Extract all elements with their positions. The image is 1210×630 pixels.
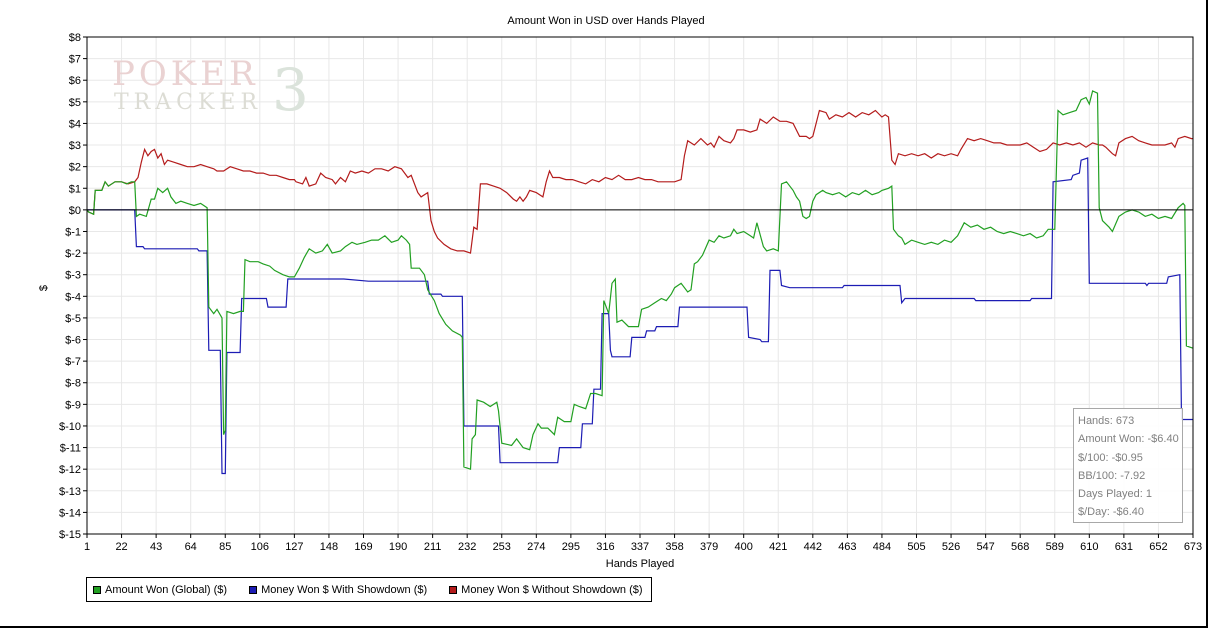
x-tick-label: 442 <box>804 541 822 553</box>
stat-bb-100: BB/100: -7.92 <box>1078 469 1146 482</box>
x-tick-label: 400 <box>735 541 753 553</box>
y-tick-label: $0 <box>69 205 81 217</box>
legend-swatch-green <box>93 585 101 594</box>
x-tick-label: 211 <box>424 541 442 553</box>
y-tick-label: $8 <box>69 32 81 44</box>
y-tick-label: $-8 <box>65 378 81 390</box>
legend-item-amount-won: Amount Won (Global) ($) <box>93 584 227 596</box>
stat-days-played: Days Played: 1 <box>1078 488 1152 501</box>
x-axis-ticks: 1 22 43 64 85 106 127 148 169 190 211 232 253 274 295 3… <box>84 534 1202 553</box>
x-tick-label: 64 <box>185 541 197 553</box>
y-tick-label: $7 <box>69 54 81 66</box>
x-tick-label: 421 <box>769 541 787 553</box>
x-tick-label: 358 <box>665 541 683 553</box>
series-line <box>86 90 1194 471</box>
x-tick-label: 610 <box>1080 541 1098 553</box>
y-tick-label: $-4 <box>65 291 81 303</box>
x-tick-label: 547 <box>976 541 994 553</box>
legend-label: Money Won $ With Showdown ($) <box>261 583 428 596</box>
chart-title: Amount Won in USD over Hands Played <box>507 15 704 27</box>
y-tick-label: $4 <box>69 118 81 130</box>
stat-per-day: $/Day: -$6.40 <box>1078 506 1145 519</box>
series-line <box>87 157 1193 475</box>
legend-item-with-showdown: Money Won $ With Showdown ($) <box>249 584 427 596</box>
x-tick-label: 589 <box>1046 541 1064 553</box>
y-axis-ticks: $8 $7 $6 $5 $4 $3 $2 $1 $0 $-1 $-2 $-3 $-4 $-5 $-6 $-7 $… <box>59 32 87 541</box>
y-tick-label: $-2 <box>65 248 81 260</box>
legend-swatch-blue <box>249 585 258 594</box>
y-tick-label: $3 <box>69 140 81 152</box>
x-tick-label: 379 <box>700 541 718 553</box>
y-tick-label: $5 <box>69 97 81 109</box>
x-tick-label: 337 <box>631 541 649 553</box>
y-tick-label: $-12 <box>59 464 81 476</box>
y-axis-title: $ <box>38 285 50 291</box>
stat-amount-won: Amount Won: -$6.40 <box>1078 433 1179 446</box>
y-tick-label: $-9 <box>65 399 81 411</box>
x-tick-label: 253 <box>493 541 511 553</box>
stat-per-100: $/100: -$0.95 <box>1078 451 1143 464</box>
x-tick-label: 85 <box>219 541 231 553</box>
x-tick-label: 1 <box>84 541 90 553</box>
x-tick-label: 169 <box>354 541 372 553</box>
x-tick-label: 127 <box>285 541 303 553</box>
x-tick-label: 526 <box>942 541 960 553</box>
legend-label: Money Won $ Without Showdown ($) <box>461 583 643 596</box>
y-tick-label: $-15 <box>59 529 81 541</box>
x-tick-label: 274 <box>527 541 545 553</box>
y-tick-label: $6 <box>69 75 81 87</box>
x-tick-label: 22 <box>115 541 127 553</box>
legend-label: Amount Won (Global) ($) <box>105 583 228 596</box>
y-tick-label: $-5 <box>65 313 81 325</box>
x-tick-label: 316 <box>596 541 614 553</box>
x-tick-label: 652 <box>1149 541 1167 553</box>
x-tick-label: 106 <box>251 541 269 553</box>
stat-hands: Hands: 673 <box>1078 415 1135 427</box>
legend-swatch-red <box>449 585 458 594</box>
y-tick-label: $-7 <box>65 356 81 368</box>
grid-lines <box>86 36 1194 535</box>
x-tick-label: 505 <box>907 541 925 553</box>
x-tick-label: 463 <box>838 541 856 553</box>
x-tick-label: 568 <box>1011 541 1029 553</box>
series-layer <box>86 90 1194 475</box>
stats-box: Hands: 673 Amount Won: -$6.40 $/100: -$0… <box>1073 408 1183 523</box>
y-tick-label: $-6 <box>65 335 81 347</box>
series-line <box>86 109 1193 254</box>
x-tick-label: 148 <box>320 541 338 553</box>
x-tick-label: 631 <box>1115 541 1133 553</box>
y-tick-label: $-11 <box>60 443 81 455</box>
y-tick-label: $-14 <box>59 507 81 519</box>
y-tick-label: $1 <box>69 183 81 195</box>
y-tick-label: $-1 <box>65 226 81 238</box>
x-tick-label: 484 <box>873 541 891 553</box>
x-tick-label: 190 <box>389 541 407 553</box>
legend-item-without-showdown: Money Won $ Without Showdown ($) <box>449 583 643 596</box>
x-tick-label: 295 <box>562 541 580 553</box>
chart-legend: Amount Won (Global) ($) Money Won $ With… <box>86 577 652 602</box>
x-tick-label: 43 <box>150 541 162 553</box>
y-tick-label: $2 <box>69 162 81 174</box>
y-tick-label: $-10 <box>59 421 81 433</box>
x-tick-label: 673 <box>1184 541 1202 553</box>
x-tick-label: 232 <box>458 541 476 553</box>
x-axis-title: Hands Played <box>606 558 675 570</box>
y-tick-label: $-13 <box>59 486 81 498</box>
y-tick-label: $-3 <box>65 270 81 282</box>
